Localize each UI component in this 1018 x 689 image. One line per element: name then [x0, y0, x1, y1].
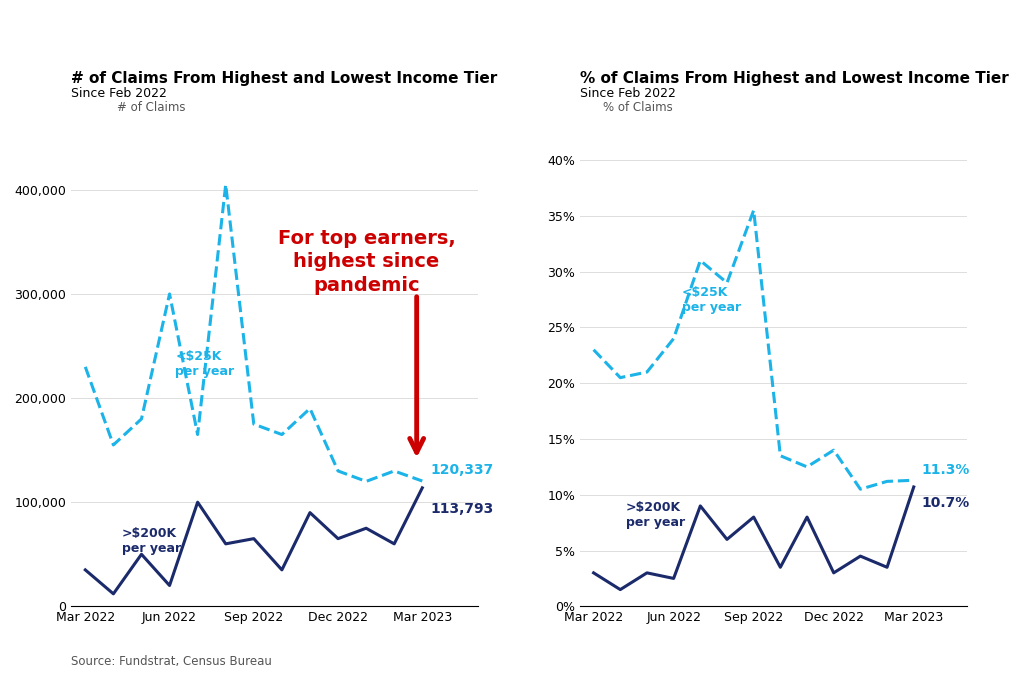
Text: % of Claims From Highest and Lowest Income Tier: % of Claims From Highest and Lowest Inco… [580, 71, 1009, 86]
Text: 120,337: 120,337 [431, 463, 494, 477]
Text: # of Claims From Highest and Lowest Income Tier: # of Claims From Highest and Lowest Inco… [71, 71, 498, 86]
Text: % of Claims: % of Claims [603, 101, 673, 114]
Text: <$25K
per year: <$25K per year [175, 350, 234, 378]
Text: 11.3%: 11.3% [921, 463, 970, 477]
Text: Since Feb 2022: Since Feb 2022 [580, 87, 676, 100]
Text: # of Claims: # of Claims [117, 101, 185, 114]
Text: >$200K
per year: >$200K per year [626, 501, 685, 529]
Text: For top earners,
highest since
pandemic: For top earners, highest since pandemic [278, 229, 455, 295]
Text: >$200K
per year: >$200K per year [122, 527, 181, 555]
Text: 10.7%: 10.7% [921, 496, 970, 510]
Text: Since Feb 2022: Since Feb 2022 [71, 87, 167, 100]
Text: <$25K
per year: <$25K per year [682, 286, 741, 313]
Text: 113,793: 113,793 [431, 502, 494, 517]
Text: Source: Fundstrat, Census Bureau: Source: Fundstrat, Census Bureau [71, 655, 272, 668]
